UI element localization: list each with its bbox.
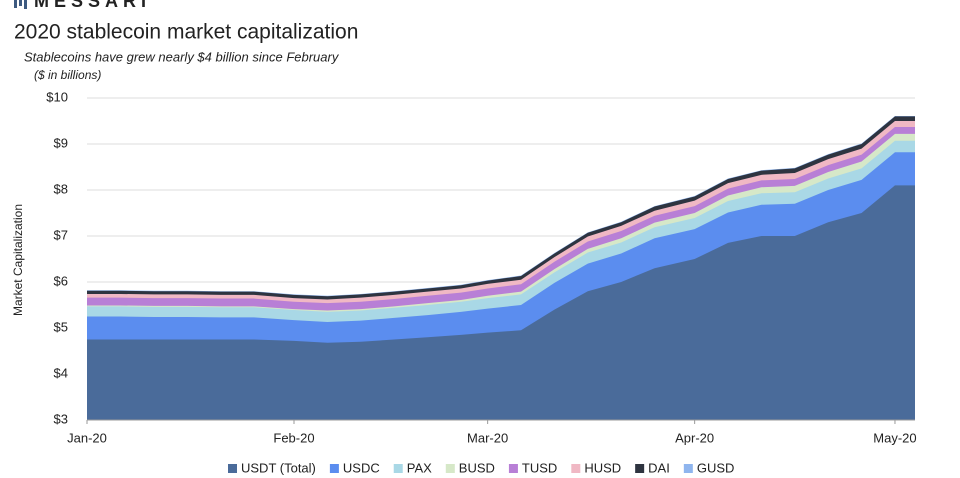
legend-label: USDT (Total) bbox=[241, 460, 316, 475]
legend-label: GUSD bbox=[697, 460, 735, 475]
unit-note: ($ in billions) bbox=[34, 68, 101, 82]
y-tick-label: $6 bbox=[54, 273, 68, 288]
legend-swatch bbox=[571, 464, 581, 473]
legend-swatch bbox=[635, 464, 645, 473]
legend-label: HUSD bbox=[584, 460, 621, 475]
y-tick-label: $5 bbox=[54, 319, 68, 334]
x-tick-label: Apr-20 bbox=[675, 430, 714, 445]
subtitle: Stablecoins have grew nearly $4 billion … bbox=[24, 49, 340, 64]
legend-swatch bbox=[445, 464, 455, 473]
legend-label: PAX bbox=[407, 460, 432, 475]
x-tick-label: Jan-20 bbox=[67, 430, 107, 445]
y-tick-label: $10 bbox=[46, 89, 68, 104]
y-tick-label: $3 bbox=[54, 411, 68, 426]
area bbox=[87, 185, 915, 420]
x-tick-label: Feb-20 bbox=[273, 430, 314, 445]
brand: MESSARI bbox=[34, 0, 151, 11]
x-tick-label: May-20 bbox=[873, 430, 916, 445]
legend-swatch bbox=[228, 464, 237, 473]
legend-swatch bbox=[508, 464, 518, 473]
y-tick-label: $9 bbox=[54, 135, 68, 150]
legend-label: TUSD bbox=[522, 460, 557, 475]
y-axis-label: Market Capitalization bbox=[11, 204, 25, 316]
legend-label: DAI bbox=[648, 460, 670, 475]
legend-label: BUSD bbox=[459, 460, 495, 475]
y-tick-label: $7 bbox=[54, 227, 68, 242]
logo-icon bbox=[14, 0, 27, 9]
legend-swatch bbox=[683, 464, 693, 473]
y-tick-label: $4 bbox=[54, 365, 68, 380]
legend-swatch bbox=[393, 464, 403, 473]
x-tick-label: Mar-20 bbox=[467, 430, 508, 445]
chart-title: 2020 stablecoin market capitalization bbox=[14, 21, 358, 44]
legend-label: USDC bbox=[343, 460, 380, 475]
y-tick-label: $8 bbox=[54, 181, 68, 196]
legend-swatch bbox=[329, 464, 339, 473]
